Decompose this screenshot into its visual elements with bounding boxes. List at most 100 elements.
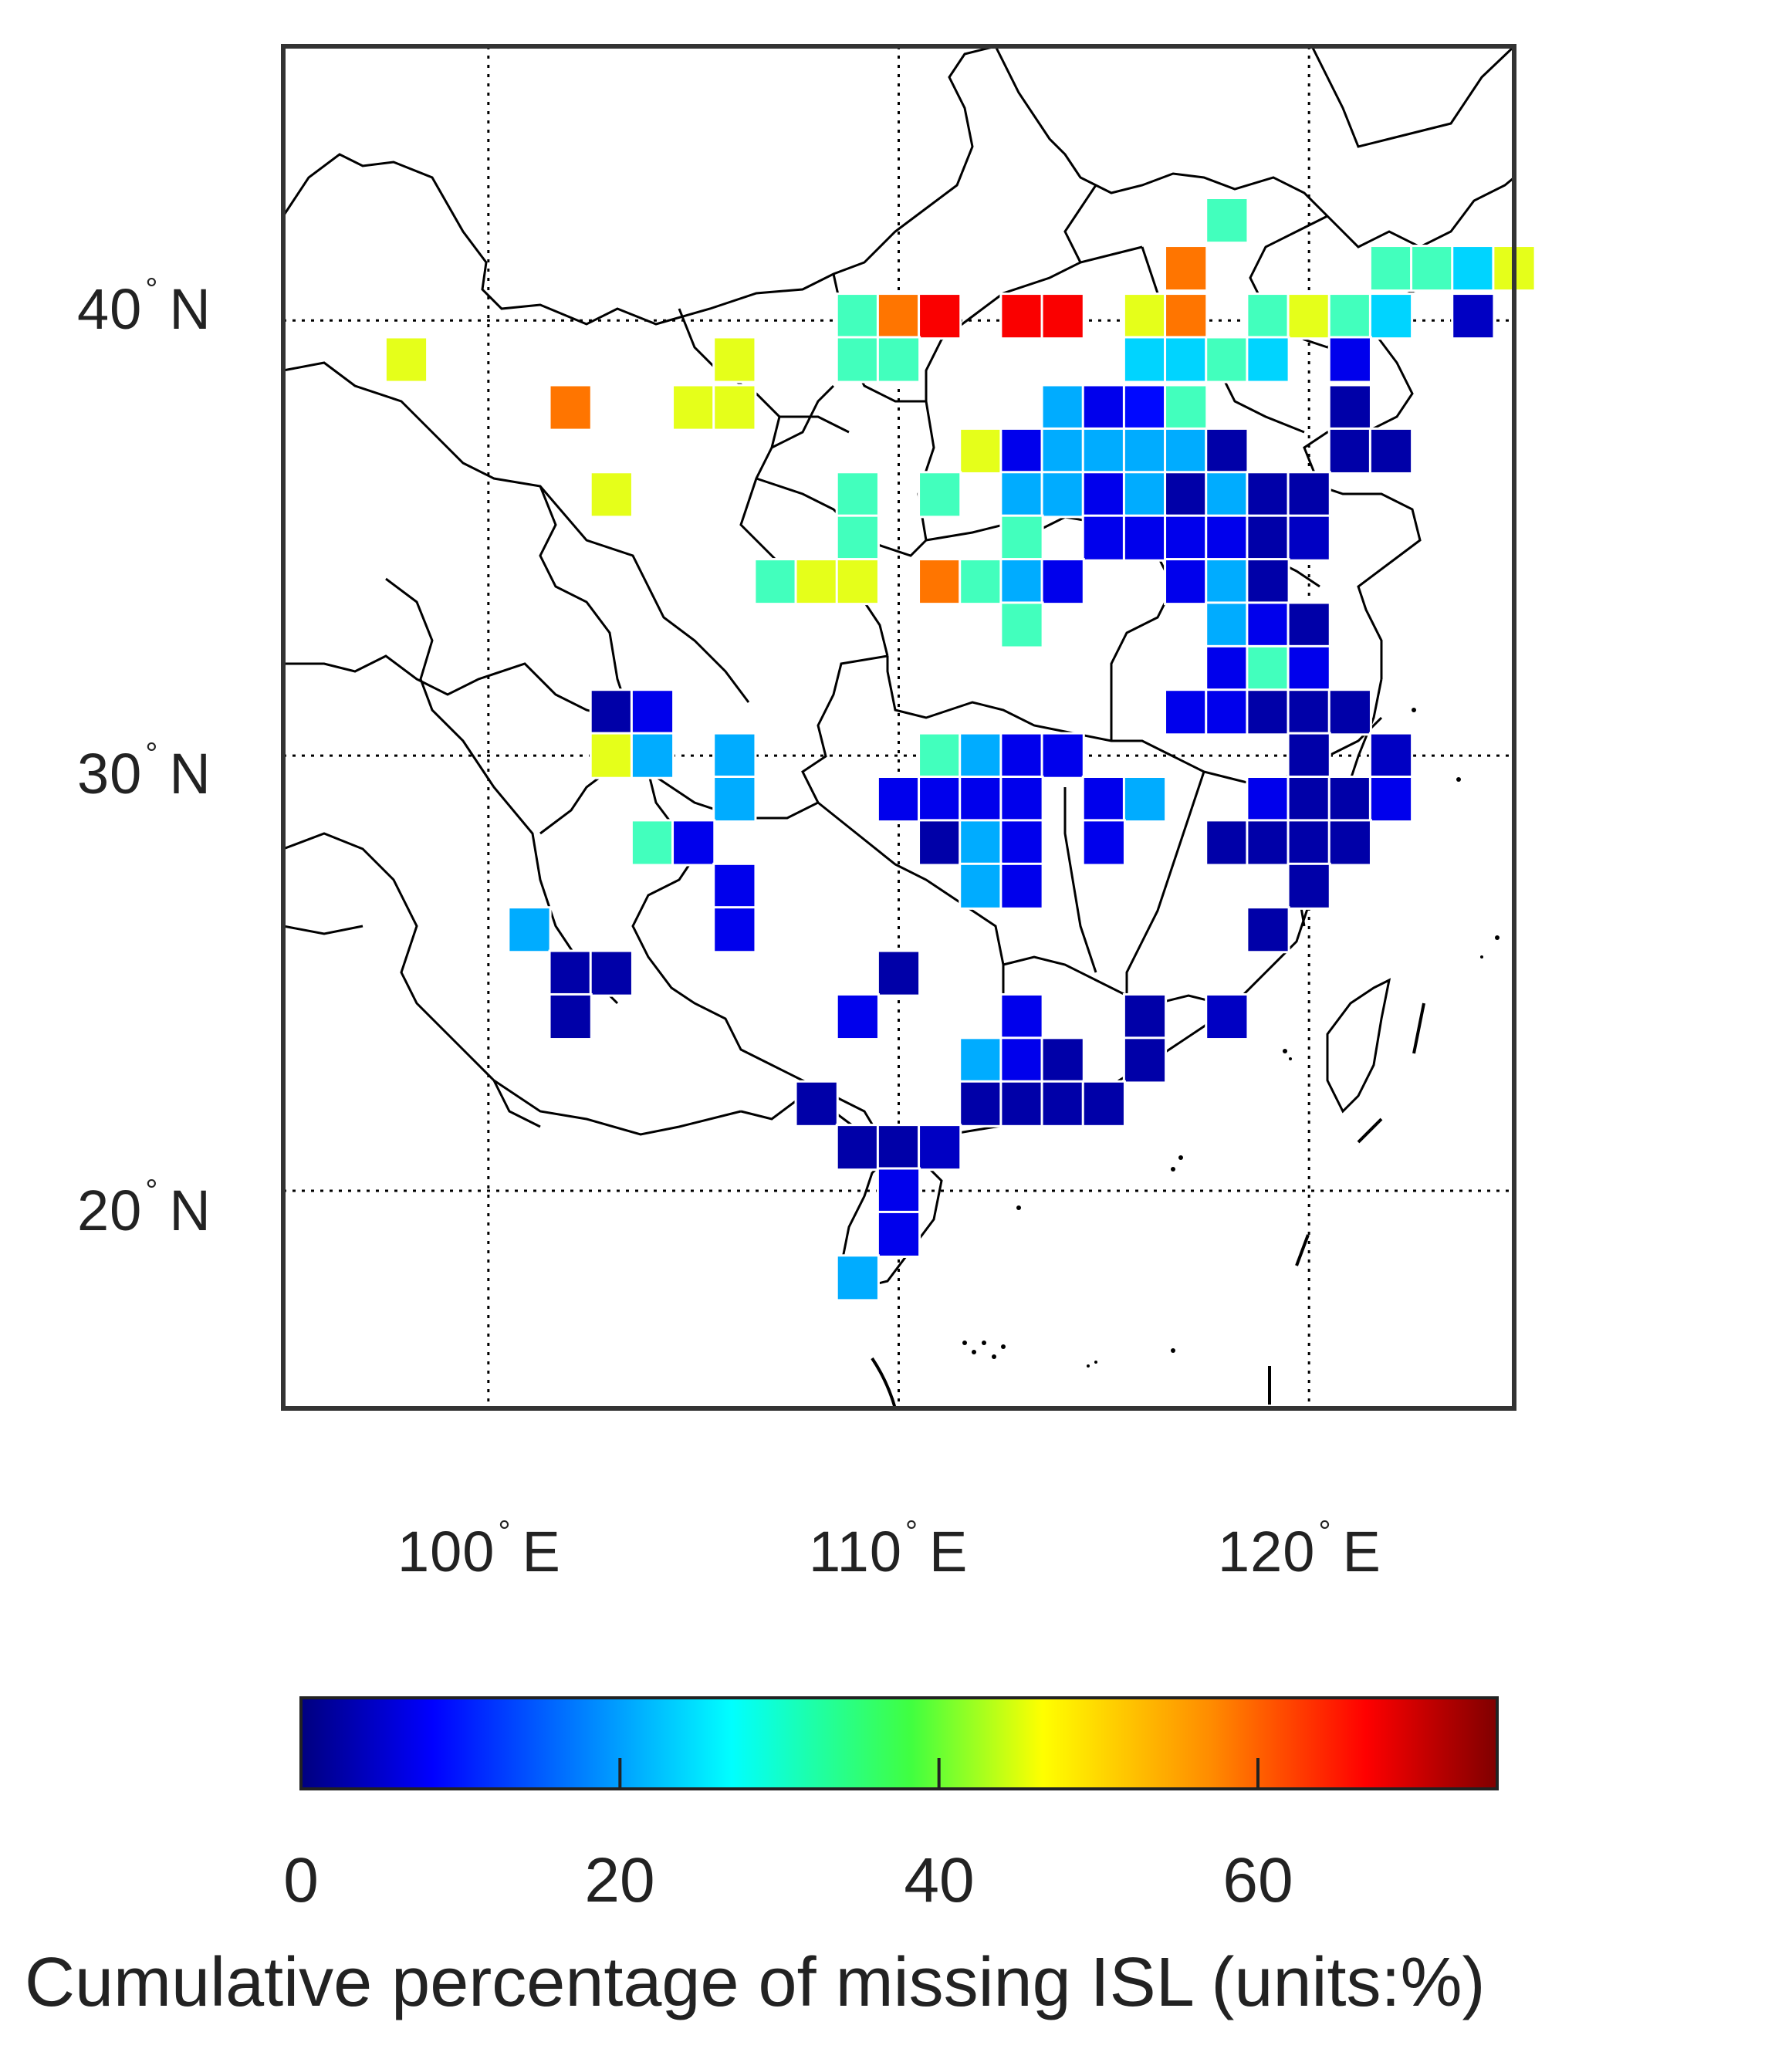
data-cell <box>918 558 962 606</box>
data-cell <box>999 558 1044 606</box>
map-frame <box>281 44 1516 1411</box>
data-cell <box>1164 427 1209 475</box>
data-cell <box>630 688 675 736</box>
data-cell <box>1164 292 1209 340</box>
data-cell <box>1246 644 1290 692</box>
data-cell <box>712 906 757 954</box>
data-cell <box>1287 862 1331 910</box>
data-cell <box>1327 336 1372 384</box>
data-cell <box>835 336 880 384</box>
lat-label-20: 20 ° N <box>77 1174 211 1242</box>
data-cell <box>1040 427 1085 475</box>
data-cell <box>1205 427 1249 475</box>
data-cell <box>1246 819 1290 867</box>
colorbar-tick-label-40: 40 <box>904 1845 975 1915</box>
colorbar-tick-label-20: 20 <box>584 1845 655 1915</box>
data-cell <box>1327 292 1372 340</box>
data-cell <box>918 732 962 779</box>
data-cell <box>1040 471 1085 519</box>
data-cell <box>1122 471 1168 519</box>
data-cell <box>794 1080 839 1128</box>
data-cell <box>1122 776 1168 823</box>
data-cell <box>918 292 962 340</box>
data-cell <box>876 949 921 997</box>
data-cell <box>1040 1036 1085 1084</box>
data-cell <box>1040 732 1085 779</box>
data-cell <box>999 1036 1044 1084</box>
data-cell <box>876 292 921 340</box>
colorbar <box>299 1696 1499 1790</box>
data-cell <box>999 819 1044 867</box>
data-cell <box>1081 514 1126 562</box>
sea-islands-lines <box>871 1002 1425 1409</box>
data-cells <box>384 197 1537 1302</box>
data-cell <box>1451 245 1496 292</box>
data-cell <box>1164 245 1209 292</box>
data-cell <box>1122 1036 1168 1084</box>
data-cell <box>1368 732 1414 779</box>
data-cell <box>999 776 1044 823</box>
data-cell <box>999 292 1044 340</box>
data-cell <box>1040 1080 1085 1128</box>
data-cell <box>712 384 757 431</box>
data-cell <box>1205 471 1249 519</box>
data-cell <box>999 1080 1044 1128</box>
data-cell <box>671 384 716 431</box>
data-cell <box>630 819 675 867</box>
colorbar-ticks <box>618 1758 1259 1789</box>
data-cell <box>918 1124 962 1172</box>
data-cell <box>1368 427 1414 475</box>
data-cell <box>1205 197 1249 245</box>
data-cell <box>1205 601 1249 649</box>
data-cell <box>712 862 757 910</box>
data-cell <box>1164 558 1209 606</box>
data-cell <box>835 514 880 562</box>
data-cell <box>1246 688 1290 736</box>
data-cell <box>1287 819 1331 867</box>
data-cell <box>1368 776 1414 823</box>
lon-label-100: 100 ° E <box>397 1515 561 1584</box>
data-cell <box>1451 292 1496 340</box>
data-cell <box>999 471 1044 519</box>
lon-label-110: 110 ° E <box>809 1515 969 1584</box>
data-cell <box>384 336 429 384</box>
data-cell <box>1122 292 1168 340</box>
data-cell <box>753 558 798 606</box>
data-cell <box>1246 514 1290 562</box>
data-cell <box>1040 558 1085 606</box>
data-cell <box>1081 427 1126 475</box>
data-cell <box>548 992 593 1041</box>
gridlines <box>283 46 1514 1408</box>
data-cell <box>835 558 880 606</box>
data-cell <box>959 1080 1003 1128</box>
data-cell <box>999 427 1044 475</box>
data-cell <box>1122 384 1168 431</box>
data-cell <box>1287 601 1331 649</box>
colorbar-tick-label-60: 60 <box>1222 1845 1293 1915</box>
data-cell <box>1164 688 1209 736</box>
data-cell <box>1081 1080 1126 1128</box>
data-cell <box>1246 292 1290 340</box>
data-cell <box>876 1167 921 1215</box>
data-cell <box>1287 732 1331 779</box>
data-cell <box>1122 427 1168 475</box>
data-cell <box>1081 471 1126 519</box>
data-cell <box>835 1254 880 1302</box>
data-cell <box>589 471 634 519</box>
data-cell <box>1287 644 1331 692</box>
data-cell <box>959 558 1003 606</box>
data-cell <box>548 949 593 997</box>
data-cell <box>712 776 757 823</box>
data-cell <box>876 336 921 384</box>
data-cell <box>918 776 962 823</box>
data-cell <box>1122 336 1168 384</box>
data-cell <box>1164 336 1209 384</box>
data-cell <box>918 819 962 867</box>
data-cell <box>876 776 921 823</box>
data-cell <box>999 514 1044 562</box>
data-cell <box>1205 514 1249 562</box>
data-cell <box>1040 384 1085 431</box>
data-cell <box>1287 292 1331 340</box>
data-cell <box>1246 471 1290 519</box>
